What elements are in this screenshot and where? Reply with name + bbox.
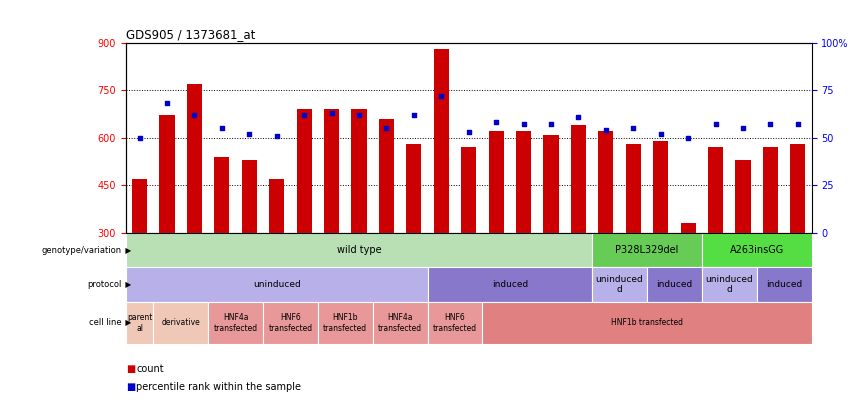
Point [571,113,585,120]
Bar [626,144,641,233]
Text: HNF6
transfected: HNF6 transfected [433,313,477,333]
Text: protocol: protocol [87,280,122,289]
Bar [208,302,263,344]
Point [462,129,476,135]
Point [681,134,695,141]
Bar [708,147,723,233]
Bar [702,233,812,267]
Text: count: count [136,364,164,373]
Bar [757,267,812,302]
Bar [681,223,695,233]
Bar [406,144,421,233]
Bar [489,131,503,233]
Text: induced: induced [656,280,693,289]
Text: HNF4a
transfected: HNF4a transfected [214,313,258,333]
Text: parent
al: parent al [127,313,152,333]
Point [215,125,229,131]
Text: GDS905 / 1373681_at: GDS905 / 1373681_at [126,28,255,41]
Text: induced: induced [492,280,528,289]
Bar [483,302,812,344]
Text: ▶: ▶ [123,318,132,328]
Text: A263insGG: A263insGG [730,245,784,255]
Bar [598,131,614,233]
Point [160,100,174,107]
Point [270,132,284,139]
Point [187,112,201,118]
Point [379,125,393,131]
Text: ■: ■ [126,364,135,373]
Text: percentile rank within the sample: percentile rank within the sample [136,382,301,392]
Point [325,110,339,116]
Text: derivative: derivative [161,318,201,328]
Point [627,125,641,131]
Bar [434,49,449,233]
Bar [379,119,394,233]
Bar [461,147,477,233]
Bar [269,179,284,233]
Point [791,121,805,128]
Point [764,121,778,128]
Point [407,112,421,118]
Point [352,112,366,118]
Bar [372,302,428,344]
Bar [352,109,366,233]
Text: cell line: cell line [89,318,122,328]
Point [544,121,558,128]
Text: uninduced: uninduced [253,280,300,289]
Text: genotype/variation: genotype/variation [42,245,122,255]
Bar [647,267,702,302]
Bar [702,267,757,302]
Bar [154,302,208,344]
Text: HNF6
transfected: HNF6 transfected [268,313,312,333]
Bar [214,157,229,233]
Point [654,131,667,137]
Point [133,134,147,141]
Text: ▶: ▶ [123,280,132,289]
Bar [126,233,592,267]
Text: ▶: ▶ [123,245,132,255]
Bar [297,109,312,233]
Bar [187,84,202,233]
Point [599,127,613,133]
Bar [571,125,586,233]
Point [434,93,448,99]
Text: P328L329del: P328L329del [615,245,679,255]
Text: induced: induced [766,280,802,289]
Bar [763,147,778,233]
Point [708,121,722,128]
Point [736,125,750,131]
Bar [428,302,483,344]
Text: HNF4a
transfected: HNF4a transfected [378,313,422,333]
Bar [516,131,531,233]
Bar [318,302,372,344]
Point [297,112,311,118]
Bar [263,302,318,344]
Bar [324,109,339,233]
Bar [735,160,751,233]
Bar [132,179,147,233]
Point [242,131,256,137]
Bar [160,115,174,233]
Point [516,121,530,128]
Bar [126,267,428,302]
Text: HNF1b
transfected: HNF1b transfected [323,313,367,333]
Bar [654,141,668,233]
Text: uninduced
d: uninduced d [595,275,643,294]
Bar [543,134,558,233]
Bar [592,267,647,302]
Text: ■: ■ [126,382,135,392]
Text: uninduced
d: uninduced d [706,275,753,294]
Bar [592,233,702,267]
Text: HNF1b transfected: HNF1b transfected [611,318,683,328]
Bar [791,144,806,233]
Bar [428,267,592,302]
Bar [126,302,154,344]
Bar [242,160,257,233]
Text: wild type: wild type [337,245,381,255]
Point [490,119,503,126]
